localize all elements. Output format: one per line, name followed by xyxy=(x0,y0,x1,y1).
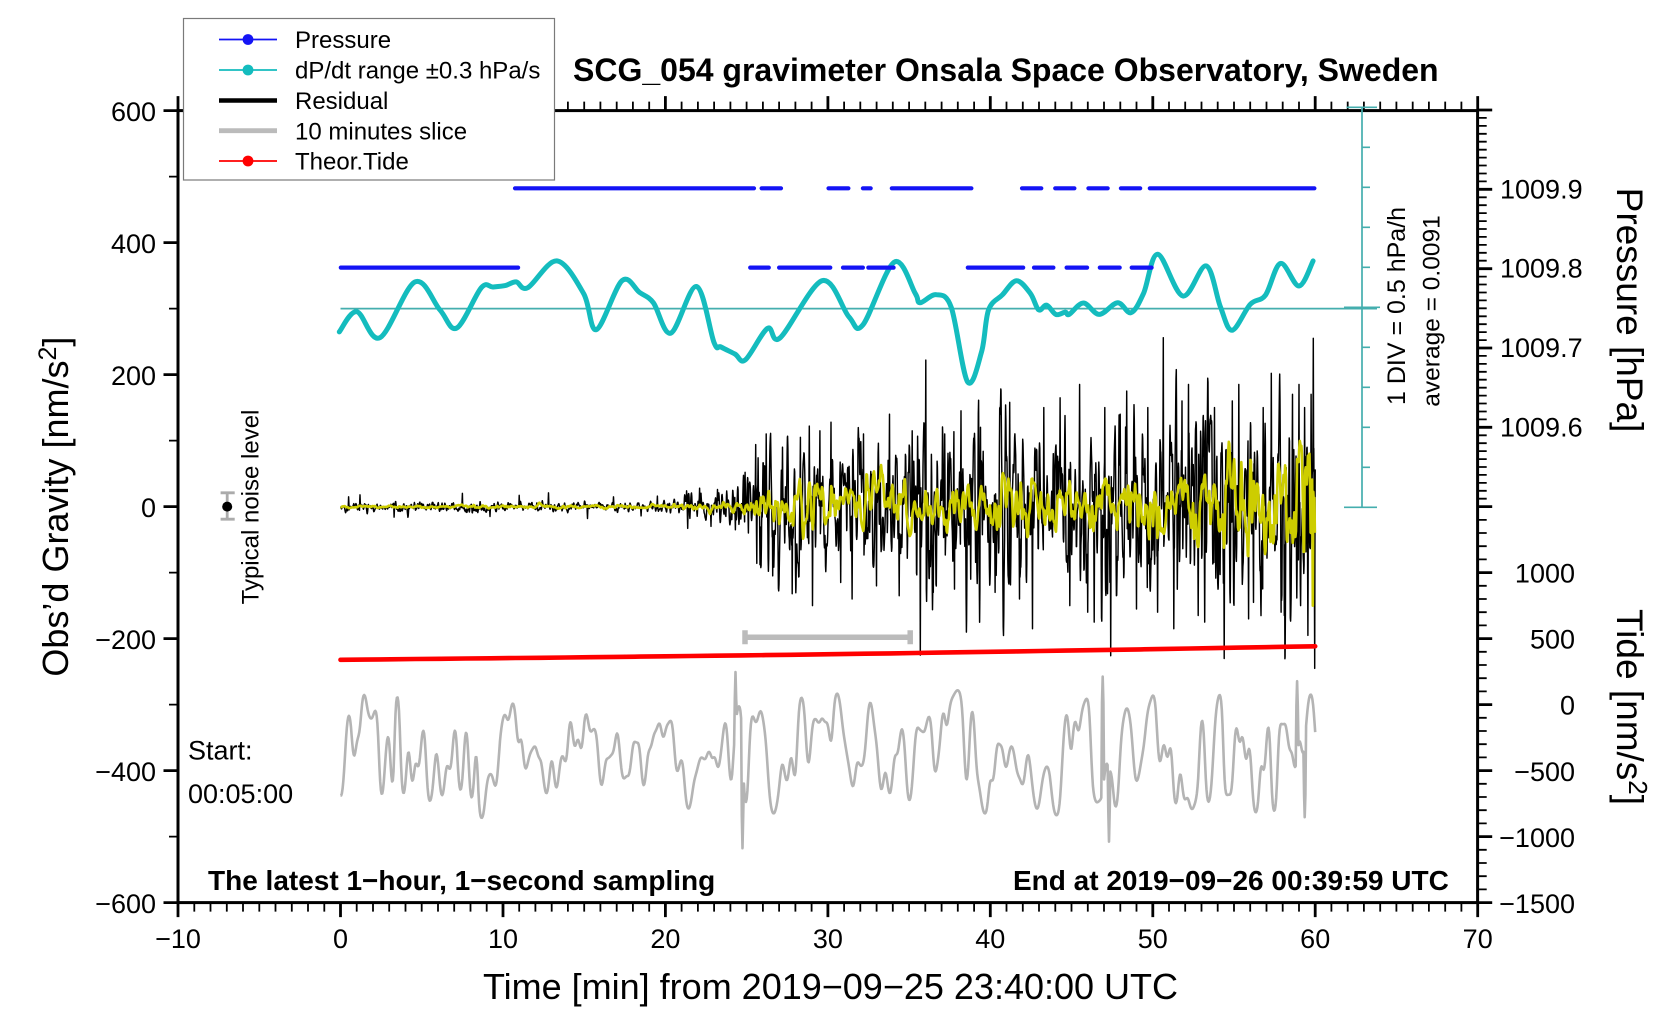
svg-text:1000: 1000 xyxy=(1515,559,1575,589)
svg-text:1 DIV = 0.5 hPa/h: 1 DIV = 0.5 hPa/h xyxy=(1383,207,1411,405)
svg-text:dP/dt range ±0.3 hPa/s: dP/dt range ±0.3 hPa/s xyxy=(295,58,540,85)
svg-text:Residual: Residual xyxy=(295,88,388,115)
svg-text:Time [min] from 2019−09−25 23:: Time [min] from 2019−09−25 23:40:00 UTC xyxy=(483,966,1178,1007)
svg-text:1009.6: 1009.6 xyxy=(1500,412,1583,442)
svg-text:The latest 1−hour, 1−second sa: The latest 1−hour, 1−second sampling xyxy=(208,865,715,896)
svg-text:−500: −500 xyxy=(1514,757,1575,787)
svg-text:10: 10 xyxy=(488,924,518,954)
svg-text:−10: −10 xyxy=(155,924,201,954)
svg-text:70: 70 xyxy=(1463,924,1493,954)
svg-text:500: 500 xyxy=(1530,625,1575,655)
svg-text:50: 50 xyxy=(1138,924,1168,954)
svg-text:00:05:00: 00:05:00 xyxy=(188,779,293,809)
svg-text:600: 600 xyxy=(111,97,156,127)
svg-text:1009.7: 1009.7 xyxy=(1500,333,1583,363)
svg-text:SCG_054 gravimeter Onsala Spac: SCG_054 gravimeter Onsala Space Observat… xyxy=(573,52,1439,88)
svg-text:Pressure: Pressure xyxy=(295,27,391,54)
svg-text:Typical noise level: Typical noise level xyxy=(238,410,265,605)
svg-text:0: 0 xyxy=(1560,691,1575,721)
svg-text:20: 20 xyxy=(650,924,680,954)
svg-text:400: 400 xyxy=(111,229,156,259)
svg-text:End at 2019−09−26 00:39:59 UTC: End at 2019−09−26 00:39:59 UTC xyxy=(1013,865,1449,896)
svg-text:200: 200 xyxy=(111,361,156,391)
svg-text:−1000: −1000 xyxy=(1499,823,1575,853)
svg-text:−400: −400 xyxy=(95,757,156,787)
svg-text:Tide [nm/s2]: Tide [nm/s2] xyxy=(1609,609,1653,805)
svg-text:40: 40 xyxy=(975,924,1005,954)
svg-text:1009.8: 1009.8 xyxy=(1500,254,1583,284)
svg-text:average = 0.0091: average = 0.0091 xyxy=(1419,215,1446,406)
svg-text:0: 0 xyxy=(141,493,156,523)
svg-text:Obs’d Gravity [nm/s2]: Obs’d Gravity [nm/s2] xyxy=(34,337,76,677)
svg-text:Start:: Start: xyxy=(188,736,253,766)
svg-text:1009.9: 1009.9 xyxy=(1500,174,1583,204)
svg-text:10 minutes slice: 10 minutes slice xyxy=(295,118,467,145)
svg-text:Pressure [hPa]: Pressure [hPa] xyxy=(1609,188,1650,433)
svg-text:−600: −600 xyxy=(95,889,156,919)
svg-text:−200: −200 xyxy=(95,625,156,655)
svg-text:Theor.Tide: Theor.Tide xyxy=(295,149,409,176)
svg-text:30: 30 xyxy=(813,924,843,954)
svg-text:−1500: −1500 xyxy=(1499,889,1575,919)
svg-text:0: 0 xyxy=(333,924,348,954)
svg-text:60: 60 xyxy=(1300,924,1330,954)
